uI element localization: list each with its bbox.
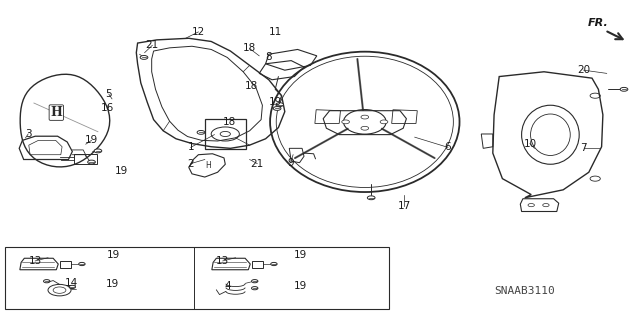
Text: 18: 18 — [245, 81, 258, 91]
Text: FR.: FR. — [588, 18, 609, 28]
Text: 14: 14 — [65, 278, 78, 288]
Text: 17: 17 — [398, 201, 411, 211]
Text: 2: 2 — [188, 159, 194, 169]
Circle shape — [197, 130, 205, 134]
Text: 21: 21 — [251, 159, 264, 169]
Text: 18: 18 — [243, 43, 256, 54]
Circle shape — [342, 120, 349, 124]
Text: 21: 21 — [146, 40, 159, 50]
Text: 3: 3 — [25, 129, 31, 139]
Text: 18: 18 — [223, 117, 236, 127]
Text: 1: 1 — [188, 142, 194, 152]
Circle shape — [140, 56, 148, 59]
Text: 12: 12 — [192, 27, 205, 37]
Text: 8: 8 — [266, 52, 272, 63]
Circle shape — [380, 120, 388, 124]
Text: 4: 4 — [225, 280, 231, 291]
Text: 10: 10 — [524, 138, 536, 149]
Text: 19: 19 — [294, 250, 307, 260]
Circle shape — [79, 263, 85, 266]
Text: 13: 13 — [29, 256, 42, 266]
Circle shape — [271, 263, 277, 266]
Text: 16: 16 — [101, 103, 114, 114]
Text: 5: 5 — [106, 89, 112, 99]
Text: SNAAB3110: SNAAB3110 — [494, 286, 555, 296]
Text: 19: 19 — [85, 135, 98, 145]
Bar — [5, 247, 389, 309]
Circle shape — [361, 115, 369, 119]
Circle shape — [620, 87, 628, 91]
Text: 11: 11 — [269, 27, 282, 37]
Text: 20: 20 — [577, 65, 590, 75]
Circle shape — [69, 285, 76, 288]
Text: 19: 19 — [294, 280, 307, 291]
Circle shape — [94, 149, 102, 153]
Circle shape — [252, 286, 258, 290]
Text: 19: 19 — [115, 166, 128, 176]
Text: 19: 19 — [108, 250, 120, 260]
Text: 6: 6 — [445, 142, 451, 152]
Circle shape — [88, 160, 95, 164]
Circle shape — [273, 107, 281, 110]
Text: 19: 19 — [269, 97, 282, 107]
Circle shape — [367, 196, 375, 200]
Circle shape — [276, 103, 284, 107]
Circle shape — [361, 126, 369, 130]
Circle shape — [252, 279, 258, 283]
Circle shape — [44, 279, 50, 283]
Text: H: H — [51, 106, 62, 119]
Text: 13: 13 — [216, 256, 229, 266]
Text: 7: 7 — [580, 143, 587, 153]
Text: H: H — [205, 161, 211, 170]
Text: 9: 9 — [287, 158, 294, 168]
Text: 19: 19 — [106, 279, 118, 289]
